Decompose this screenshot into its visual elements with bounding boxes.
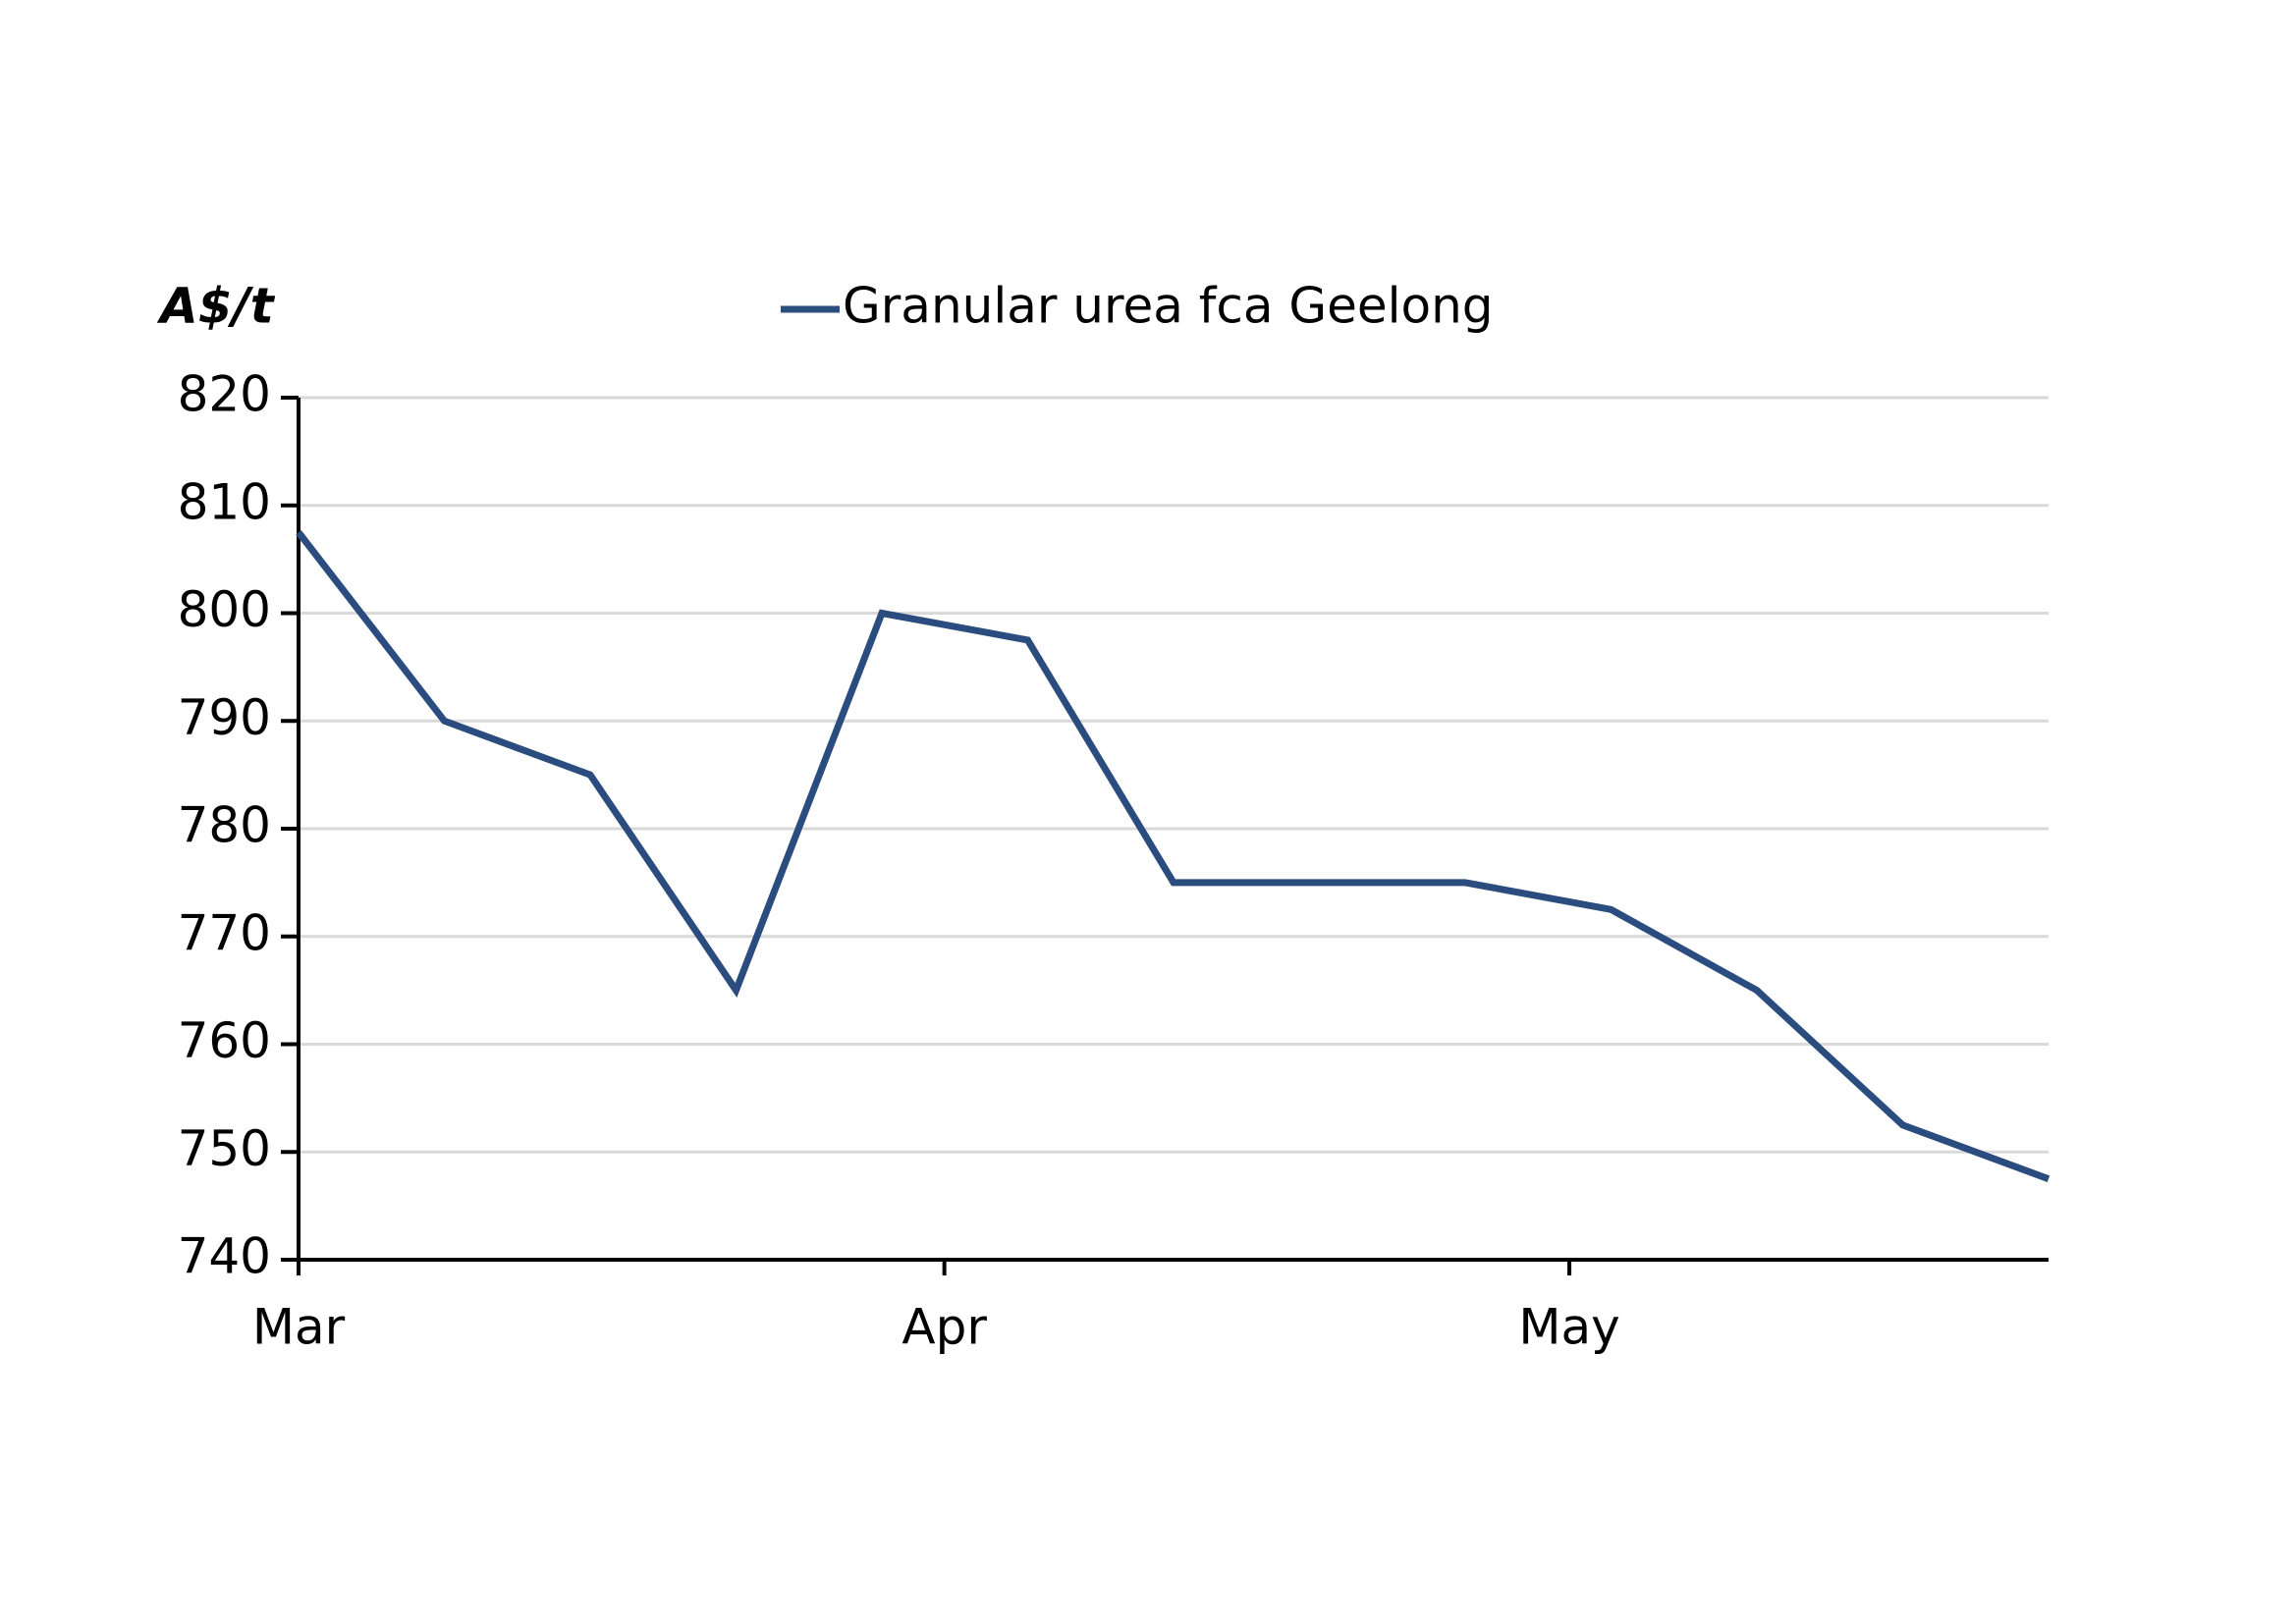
y-tick-label: 740: [178, 1228, 271, 1285]
x-tick-label: Apr: [902, 1299, 987, 1356]
y-tick-label: 790: [178, 689, 271, 746]
y-tick-label: 760: [178, 1012, 271, 1069]
y-tick-label: 810: [178, 473, 271, 530]
y-tick-label: 820: [178, 366, 271, 423]
x-tick-label: Mar: [252, 1299, 346, 1356]
x-tick-label: May: [1518, 1299, 1619, 1356]
legend-label: Granular urea fca Geelong: [843, 278, 1494, 335]
y-tick-label: 770: [178, 904, 271, 961]
y-tick-label: 800: [178, 581, 271, 638]
y-tick-label: 780: [178, 797, 271, 854]
y-axis-label: A$/t: [156, 278, 276, 335]
y-tick-label: 750: [178, 1120, 271, 1177]
line-series: [296, 530, 2050, 1182]
